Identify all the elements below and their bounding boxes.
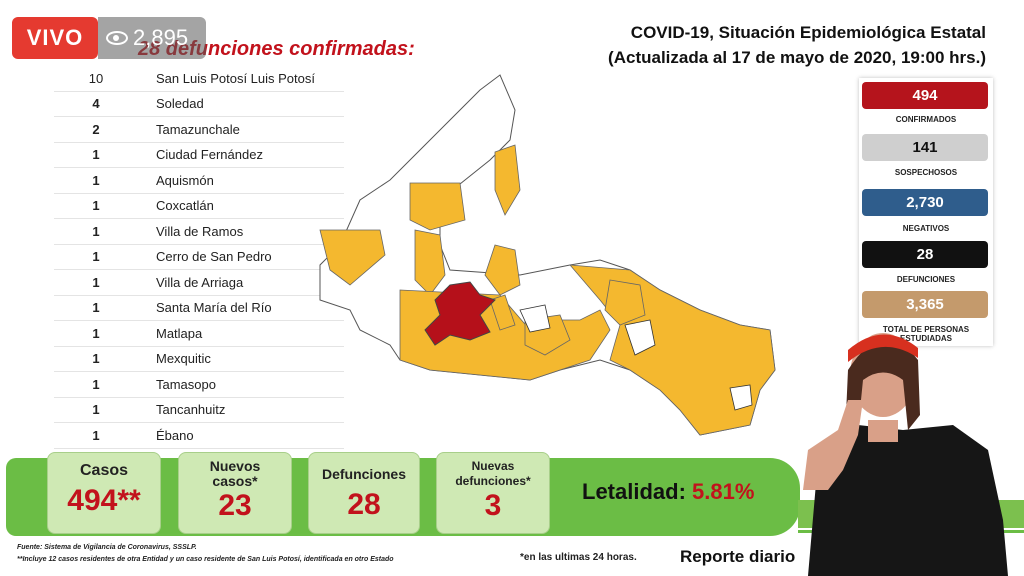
confirmed-label: CONFIRMADOS <box>895 115 957 124</box>
map-region <box>319 229 386 286</box>
map-region <box>489 294 516 331</box>
map-region <box>604 279 646 326</box>
deaths-card-label: Defunciones <box>321 466 406 482</box>
deaths-title: 28 defunciones confirmadas: <box>138 38 415 60</box>
map-region <box>494 144 521 216</box>
municipality-name: Matlapa <box>156 325 203 341</box>
last24-note: *en las ultimas 24 horas. <box>520 552 637 563</box>
update-timestamp: (Actualizada al 17 de mayo de 2020, 19:0… <box>608 48 986 67</box>
death-count: 2 <box>92 121 100 137</box>
source-note: Fuente: Sistema de Vigilancia de Coronav… <box>17 544 197 551</box>
death-count: 1 <box>92 427 100 443</box>
deaths-card-value: 28 <box>347 488 381 521</box>
municipality-name: Mexquitic <box>156 351 211 367</box>
list-item: 1 Villa de Arriaga <box>54 270 344 296</box>
deaths-label: DEFUNCIONES <box>896 275 956 284</box>
death-count: 1 <box>92 274 100 290</box>
map-region <box>414 229 446 296</box>
list-item: 1 Santa María del Río <box>54 296 344 321</box>
deaths-stat: 28 <box>862 241 988 268</box>
new-cases-label-2: casos* <box>212 473 258 489</box>
municipality-name: Tamasopo <box>156 376 216 392</box>
list-item: 1 Mexquitic <box>54 347 344 372</box>
lethality-label: Letalidad: <box>582 479 686 504</box>
map-region-capital <box>424 281 496 346</box>
live-badge: VIVO <box>12 17 98 59</box>
death-count: 10 <box>88 70 104 86</box>
new-cases-label-1: Nuevos <box>209 458 261 474</box>
negative-label: NEGATIVOS <box>902 224 950 233</box>
municipality-name: Aquismón <box>156 172 214 188</box>
list-item: 4 Soledad <box>54 92 344 117</box>
list-item: 1 Cerro de San Pedro <box>54 245 344 270</box>
viewer-count: 2,895 <box>98 17 206 59</box>
list-item: 1 Villa de Ramos <box>54 219 344 245</box>
cases-value: 494** <box>67 484 141 517</box>
list-item: 1 Ciudad Fernández <box>54 143 344 168</box>
studied-label: TOTAL DE PERSONAS ESTUDIADAS <box>882 325 970 343</box>
death-count: 1 <box>92 376 100 392</box>
cases-card: Casos 494** <box>47 452 161 534</box>
new-cases-value: 23 <box>218 489 252 522</box>
studied-stat: 3,365 <box>862 291 988 318</box>
map-region <box>729 384 753 411</box>
death-count: 1 <box>92 402 100 418</box>
municipality-name: Villa de Arriaga <box>156 274 244 290</box>
list-item: 1 Tamasopo <box>54 372 344 398</box>
municipality-name: Tancanhuitz <box>156 402 226 418</box>
list-item: 1 Coxcatlán <box>54 194 344 219</box>
lethality-value: 5.81% <box>692 479 755 504</box>
page-title: COVID-19, Situación Epidemiológica Estat… <box>630 23 986 42</box>
municipality-name: Tamazunchale <box>156 121 240 137</box>
interpreter-video <box>803 333 1008 576</box>
new-deaths-label-2: defunciones* <box>455 474 531 488</box>
cases-label: Casos <box>79 462 129 479</box>
report-label: Reporte diario <box>680 547 796 566</box>
suspected-stat: 141 <box>862 134 988 161</box>
deaths-card: Defunciones 28 <box>308 452 420 534</box>
list-item: 10 San Luis Potosí Luis Potosí <box>54 66 344 92</box>
municipality-name: San Luis Potosí Luis Potosí <box>156 70 315 86</box>
list-item: 2 Tamazunchale <box>54 117 344 143</box>
municipality-name: Ébano <box>156 427 194 443</box>
new-deaths-value: 3 <box>484 489 502 522</box>
suspected-label: SOSPECHOSOS <box>894 168 958 177</box>
municipality-name: Ciudad Fernández <box>156 147 263 163</box>
list-item: 1 Ébano <box>54 423 344 449</box>
lethality: Letalidad: 5.81% <box>582 479 754 505</box>
death-count: 1 <box>92 300 100 316</box>
municipality-name: Cerro de San Pedro <box>156 249 272 265</box>
new-deaths-card: Nuevas defunciones* 3 <box>436 452 550 534</box>
death-count: 1 <box>92 249 100 265</box>
death-count: 1 <box>92 172 100 188</box>
death-count: 1 <box>92 351 100 367</box>
stats-panel: 494 CONFIRMADOS 141 SOSPECHOSOS 2,730 NE… <box>859 78 993 346</box>
new-cases-card: Nuevos casos* 23 <box>178 452 292 534</box>
negative-stat: 2,730 <box>862 189 988 216</box>
list-item: 1 Aquismón <box>54 168 344 194</box>
map-region <box>624 319 656 356</box>
death-count: 4 <box>92 96 100 112</box>
eye-icon <box>106 31 128 45</box>
deaths-list: 10 San Luis Potosí Luis Potosí 4 Soledad 2 Ta… <box>54 66 344 449</box>
map-region <box>484 244 521 296</box>
cases-footnote: **Incluye 12 casos residentes de otra En… <box>17 556 394 563</box>
municipality-name: Coxcatlán <box>156 198 214 214</box>
municipality-name: Soledad <box>156 96 204 112</box>
list-item: 1 Tancanhuitz <box>54 398 344 423</box>
confirmed-stat: 494 <box>862 82 988 109</box>
viewer-count-value: 2,895 <box>133 25 189 50</box>
death-count: 1 <box>92 198 100 214</box>
state-map <box>319 74 776 436</box>
new-deaths-label-1: Nuevas <box>471 459 515 473</box>
death-count: 1 <box>92 223 100 239</box>
municipality-name: Villa de Ramos <box>156 223 244 239</box>
list-item: 1 Matlapa <box>54 321 344 347</box>
map-region <box>519 304 551 333</box>
death-count: 1 <box>92 147 100 163</box>
map-region <box>409 182 466 231</box>
death-count: 1 <box>92 325 100 341</box>
municipality-name: Santa María del Río <box>156 300 272 316</box>
